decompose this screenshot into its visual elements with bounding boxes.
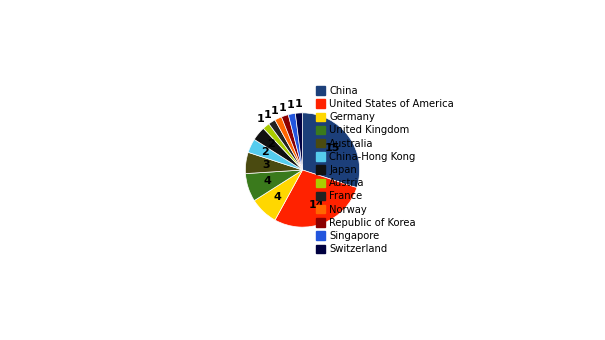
Wedge shape <box>248 139 302 170</box>
Text: 14: 14 <box>309 200 324 209</box>
Text: 1: 1 <box>263 109 271 120</box>
Wedge shape <box>254 170 302 220</box>
Legend: China, United States of America, Germany, United Kingdom, Australia, China-Hong : China, United States of America, Germany… <box>315 84 456 256</box>
Text: 1: 1 <box>257 114 264 124</box>
Wedge shape <box>302 113 359 188</box>
Wedge shape <box>289 113 302 170</box>
Wedge shape <box>269 120 302 170</box>
Text: 4: 4 <box>273 192 281 202</box>
Wedge shape <box>275 170 357 227</box>
Text: 1: 1 <box>278 103 286 113</box>
Text: 1: 1 <box>270 105 278 116</box>
Text: 2: 2 <box>267 139 275 149</box>
Text: 15: 15 <box>325 143 340 153</box>
Text: 1: 1 <box>295 99 302 109</box>
Wedge shape <box>263 124 302 170</box>
Text: 1: 1 <box>286 101 294 111</box>
Text: 2: 2 <box>261 148 269 157</box>
Wedge shape <box>254 129 302 170</box>
Text: 3: 3 <box>262 160 269 170</box>
Wedge shape <box>246 170 302 201</box>
Wedge shape <box>275 117 302 170</box>
Wedge shape <box>295 113 302 170</box>
Wedge shape <box>246 152 302 174</box>
Wedge shape <box>281 115 302 170</box>
Text: 4: 4 <box>263 176 271 186</box>
